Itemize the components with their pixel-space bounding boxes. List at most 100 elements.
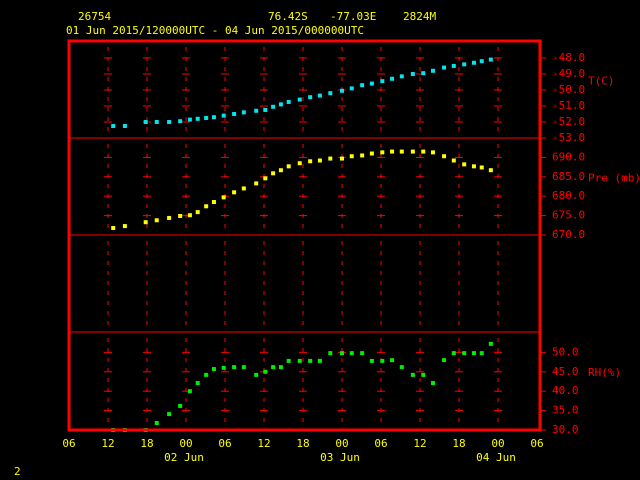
point [308, 95, 313, 100]
point [421, 71, 426, 76]
point [340, 156, 344, 161]
point [271, 365, 276, 370]
point [263, 107, 268, 112]
point [349, 154, 354, 159]
point [451, 351, 456, 356]
x-tick-label: 00 [179, 437, 192, 450]
point [221, 365, 226, 370]
y-tick-label: 40.0 [552, 384, 579, 397]
point [421, 372, 426, 377]
point [241, 186, 246, 191]
y-axis-label: T(C) [588, 75, 615, 88]
date-label: 02 Jun [164, 451, 204, 464]
point [232, 365, 237, 370]
point [462, 351, 467, 356]
point [462, 62, 467, 67]
point [122, 224, 127, 229]
point [187, 213, 192, 218]
x-tick-label: 00 [491, 437, 504, 450]
y-tick-label: 670.0 [552, 228, 585, 241]
point [471, 60, 476, 65]
date-label: 03 Jun [320, 451, 360, 464]
point [349, 351, 354, 356]
point [263, 369, 268, 374]
point [297, 97, 302, 102]
point [479, 165, 484, 170]
point [471, 164, 476, 169]
point [410, 71, 415, 76]
y-tick-label: 50.0 [552, 345, 579, 358]
point [442, 65, 447, 70]
point [431, 150, 435, 155]
point [286, 358, 291, 363]
point [195, 381, 200, 386]
y-tick-label: -50.0 [552, 83, 585, 96]
point [154, 421, 159, 426]
y-tick-label: 685.0 [552, 170, 585, 183]
point [349, 86, 354, 91]
point [471, 351, 476, 356]
point [143, 119, 148, 124]
point [187, 389, 192, 394]
point [221, 195, 226, 200]
point [167, 119, 172, 124]
point [390, 358, 395, 363]
point [442, 154, 447, 159]
point [278, 168, 283, 173]
point [380, 150, 385, 155]
station-id: 26754 [78, 10, 111, 23]
x-tick-label: 18 [452, 437, 465, 450]
x-tick-label: 12 [257, 437, 270, 450]
period: 01 Jun 2015/120000UTC - 04 Jun 2015/0000… [66, 24, 364, 37]
point [479, 59, 484, 64]
x-tick-label: 12 [413, 437, 426, 450]
x-tick-label: 18 [140, 437, 153, 450]
point [399, 365, 404, 370]
point [479, 351, 484, 356]
point [278, 365, 283, 370]
point [178, 119, 183, 124]
point [488, 168, 493, 173]
point [211, 115, 216, 120]
point [254, 108, 259, 113]
x-tick-label: 06 [218, 437, 231, 450]
point [297, 161, 302, 166]
y-tick-label: -52.0 [552, 115, 585, 128]
point [241, 365, 246, 370]
point [390, 76, 395, 81]
point [328, 351, 333, 356]
point [308, 159, 313, 164]
point [360, 83, 365, 88]
point [380, 358, 385, 363]
y-tick-label: 680.0 [552, 189, 585, 202]
point [328, 91, 333, 96]
point [297, 358, 302, 363]
y-tick-label: 30.0 [552, 423, 579, 436]
point [360, 351, 365, 356]
point [178, 403, 183, 408]
point [340, 88, 344, 93]
point [232, 190, 237, 195]
point [442, 358, 447, 363]
point [410, 372, 415, 377]
point [271, 104, 276, 109]
point [122, 123, 127, 128]
x-tick-label: 06 [374, 437, 387, 450]
point [278, 102, 283, 107]
point [410, 149, 415, 154]
point [462, 162, 467, 167]
y-tick-label: 675.0 [552, 209, 585, 222]
point [286, 164, 291, 169]
point [167, 215, 172, 220]
point [431, 381, 435, 386]
y-axis-label: Pre (mb) [588, 172, 640, 185]
point [254, 181, 259, 186]
point [380, 79, 385, 84]
point [369, 81, 374, 86]
y-axis-label: RH(%) [588, 366, 621, 379]
y-tick-label: -51.0 [552, 99, 585, 112]
point [451, 158, 456, 163]
point [221, 113, 226, 118]
x-tick-label: 06 [62, 437, 75, 450]
point [317, 358, 322, 363]
